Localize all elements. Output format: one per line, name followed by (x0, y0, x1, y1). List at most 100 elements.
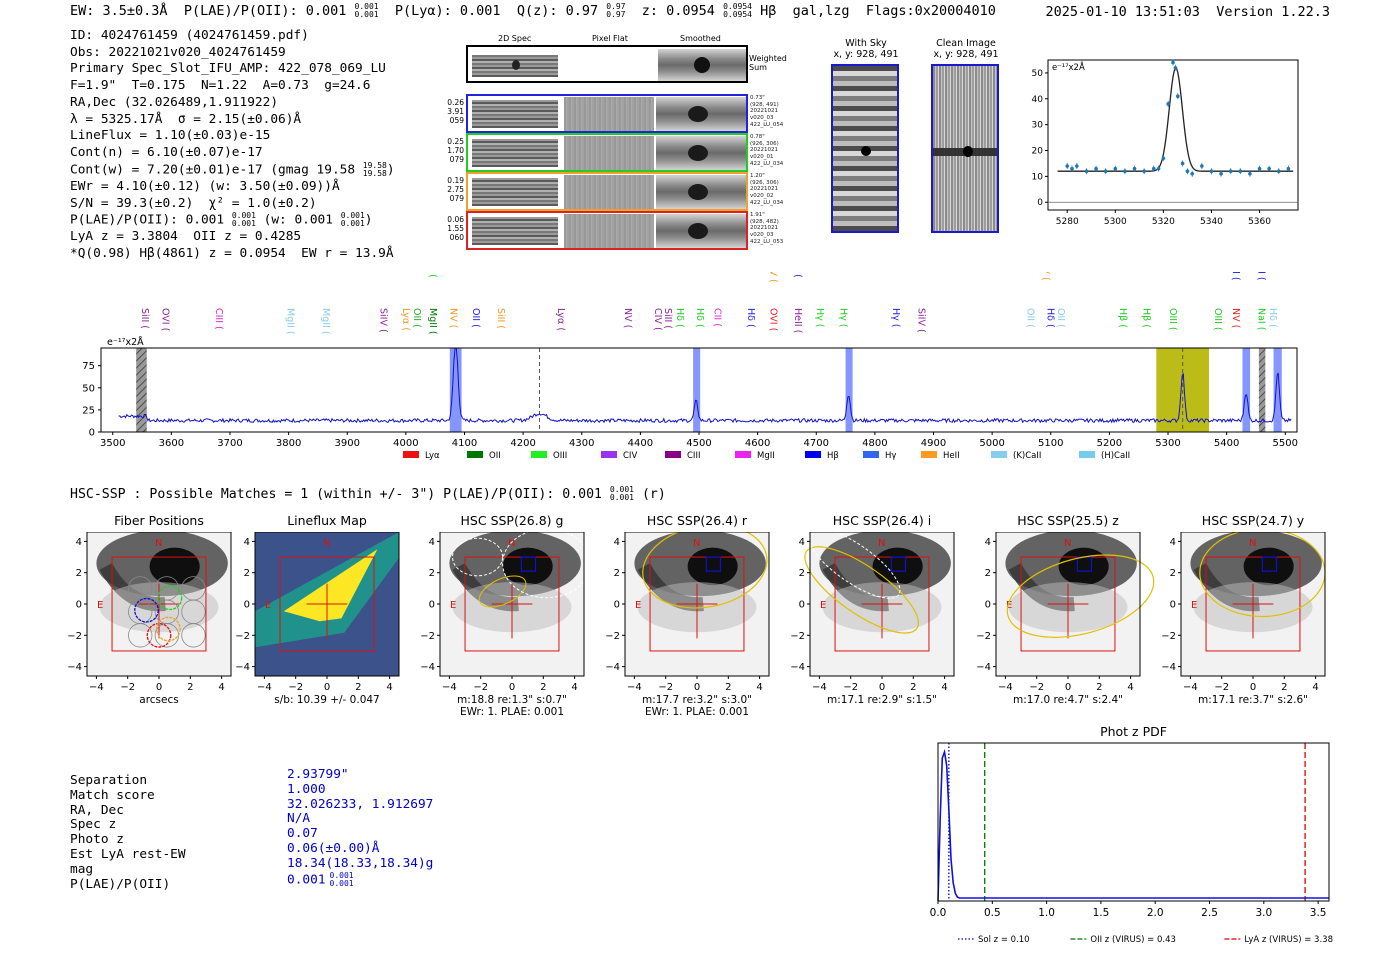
fiber-row-left-4-1: 0.06 (447, 215, 464, 224)
photz-legend-label: OII z (VIRUS) = 0.43 (1090, 935, 1176, 945)
cutout-ytick-label: 4 (614, 537, 620, 548)
col-smoothed: Smoothed (680, 34, 721, 43)
fiber-flat-3 (564, 175, 654, 209)
stats-key: P(LAE)/P(OII) (70, 876, 171, 892)
fiber-row-left-1-3: 059 (449, 116, 464, 125)
hsc-panel-title-1: Fiber Positions (114, 513, 204, 528)
hsc-panel-caption-4: m:17.7 re:3.2" s:3.0" (642, 694, 752, 706)
spec-line-label: Lyα ( (400, 308, 411, 331)
hsc-ellipse-alt (452, 537, 504, 577)
cutout-ytick-label: 0 (76, 600, 82, 611)
zoom-xtick-label: 5360 (1248, 217, 1271, 227)
header-z-sub: 0.0954 (723, 10, 752, 19)
cutout-ytick-label: 0 (244, 600, 250, 611)
zoom-point (1276, 169, 1281, 174)
spec-xtick-label: 3900 (335, 438, 360, 449)
spec-line-label: SiII ( (662, 308, 673, 329)
spec-line-label: Hδ ( (674, 308, 685, 328)
cutout-ytick-label: −4 (1161, 662, 1176, 673)
zoom-point (1156, 166, 1161, 171)
fiber-row-4 (466, 211, 748, 250)
spec-xtick-label: 5400 (1214, 438, 1239, 449)
stats-key: Est LyA rest-EW (70, 847, 186, 862)
spec-line-label: NV ( (448, 308, 459, 328)
fiber-circle (181, 623, 206, 648)
fiber-row-right-3-2: (926, 306) (750, 179, 779, 186)
fiber-row-right-info-4: 1.91" (928, 482) 20221021 v020_03 422_LU_053 (750, 212, 790, 246)
spec-legend-swatch (991, 451, 1007, 458)
spec-ytick-label: 75 (82, 361, 95, 372)
cutout-ytick-label: 2 (1170, 568, 1176, 579)
spec-xtick-label: 4200 (510, 438, 535, 449)
cutout-ytick-label: 2 (614, 568, 620, 579)
zoom-point (1286, 166, 1291, 171)
spec-band (845, 348, 853, 432)
compass-e: E (97, 600, 103, 611)
fiber-row-right-1-2: (928, 491) (750, 101, 779, 108)
spec-xtick-label: 4100 (452, 438, 477, 449)
hsc-ellipse-alt (807, 532, 901, 599)
photz-xtick-label: 3.0 (1255, 907, 1272, 919)
cutout-xtick-label: 0 (509, 682, 515, 693)
cutout-ytick-label: 0 (799, 600, 805, 611)
hsc-panel-caption-7: m:17.1 re:3.7" s:2.6" (1198, 694, 1308, 706)
spec-line-label: CII ( (711, 308, 722, 327)
match-marker (520, 556, 537, 572)
fiber-row-right-1-5: 422_LU_054 (750, 121, 784, 128)
info-plae-w-sup: 0.001 (340, 211, 365, 221)
spec-legend-label: OII (489, 451, 501, 461)
photz-frame (937, 742, 1330, 902)
photz-legend-label: LyA z (VIRUS) = 3.38 (1244, 935, 1333, 945)
spec-legend-swatch (1079, 451, 1095, 458)
cutout-ytick-label: 4 (76, 537, 82, 548)
stats-row: Separation 2.93799" (70, 767, 550, 789)
cutout-xtick-label: 4 (571, 682, 577, 693)
cutout-xtick-label: 4 (218, 682, 224, 693)
zoom-point (1084, 169, 1089, 174)
fiber-row-right-3-1: 1.20" (750, 173, 765, 179)
spec-line-label: HeII ( (792, 308, 803, 333)
col-pixel-flat: Pixel Flat (592, 34, 628, 43)
stats-value: N/A (287, 811, 311, 827)
hsc-panel-4: N E 4 2 0 −2 −4 −4 −2 0 2 4 (605, 532, 770, 693)
clean-image-label: Clean Image (936, 38, 996, 49)
stats-value: 32.026233, 1.912697 (287, 796, 434, 812)
zoom-point (1070, 166, 1074, 171)
zoom-point (1238, 169, 1243, 174)
hsc-summary: HSC-SSP : Possible Matches = 1 (within +… (70, 486, 666, 503)
fiber-flat-2 (564, 136, 654, 170)
spec-legend-swatch (921, 451, 937, 458)
header-z-sup: 0.0954 (723, 2, 752, 11)
zoom-ytick-label: 20 (1032, 147, 1044, 157)
fiber-row-left-info-4: 0.06 1.55 060 (444, 215, 464, 242)
hsc-panel-caption2-4: EWr: 1. PLAE: 0.001 (644, 706, 750, 718)
zoom-point (1075, 164, 1079, 168)
hsc-panel-caption-5: m:17.1 re:2.9" s:1.5" (827, 694, 937, 706)
header-qz-sup: 0.97 (606, 2, 626, 11)
cutout-ytick-label: −4 (790, 662, 805, 673)
galaxy-core (687, 547, 738, 586)
spec-xtick-label: 5100 (1038, 438, 1063, 449)
stats-row: Photo z 0.07 (70, 827, 550, 848)
spec-line-label: Hβ ( (1117, 308, 1128, 328)
spec-xtick-label: 3700 (217, 438, 242, 449)
clean-image-coords: x, y: 928, 491 (933, 49, 999, 60)
info-plae-text: P(LAE)/P(OII): 0.001 (70, 212, 225, 228)
spec-legend-swatch (665, 451, 681, 458)
cutout-ytick-label: 2 (429, 568, 435, 579)
cutout-box (111, 556, 207, 652)
hsc-panel-title-4: HSC SSP(26.4) r (646, 513, 748, 528)
cutout-xtick-label: 4 (1127, 682, 1133, 693)
clean-image (931, 64, 999, 233)
fiber-row-right-2-5: 422_LU_034 (750, 160, 784, 167)
zoom-point (1257, 166, 1262, 171)
photz-legend-label: Sol z = 0.10 (978, 935, 1030, 945)
hsc-summary-text: HSC-SSP : Possible Matches = 1 (within +… (70, 487, 602, 502)
header-plae-sub: 0.001 (354, 10, 379, 19)
stats-row: Match score 1.000 (70, 782, 550, 804)
with-sky-label: With Sky (845, 38, 887, 49)
galaxy-core (872, 547, 923, 586)
hsc-panel-7: N E 4 2 0 −2 −4 −4 −2 0 2 4 (1161, 532, 1326, 693)
header-summary: EW: 3.5±0.3Å P(LAE)/P(OII): 0.001 0.001 … (70, 2, 996, 20)
cutout-ytick-label: 2 (985, 568, 991, 579)
